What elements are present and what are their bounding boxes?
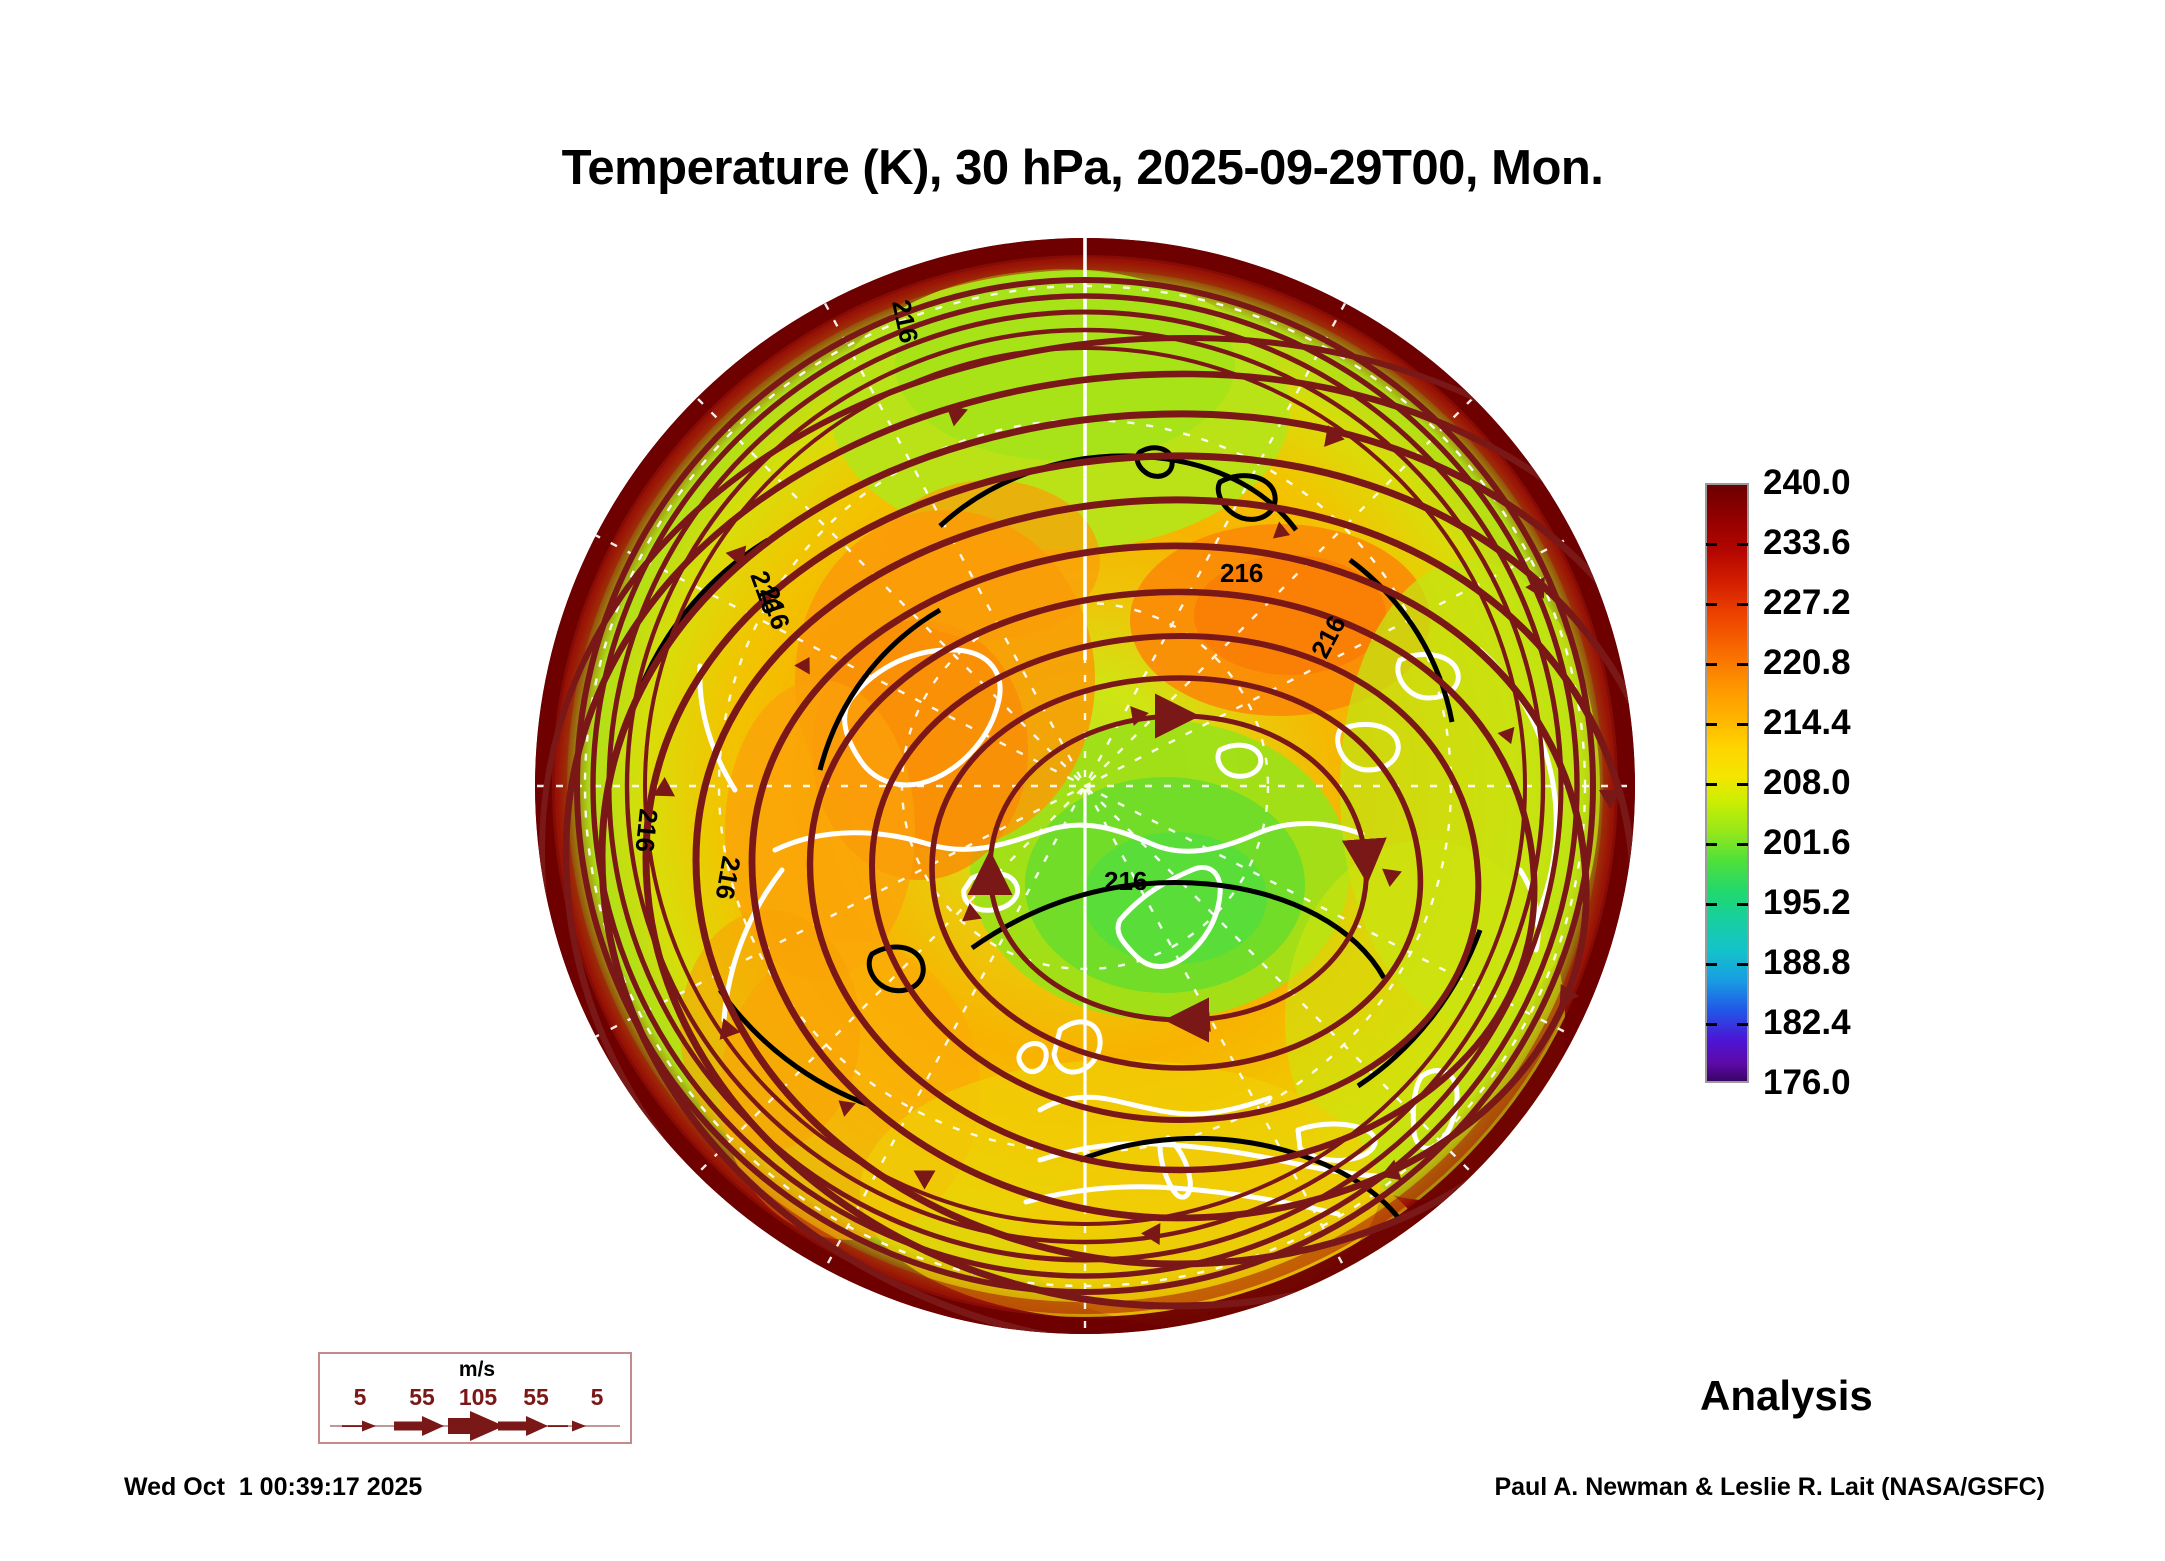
colorbar-tick	[1706, 543, 1717, 546]
contour-value-labels: 216 216 216 216 216 216 216 216	[629, 297, 1351, 902]
colorbar-tick	[1706, 663, 1717, 666]
colorbar-tick	[1706, 963, 1717, 966]
colorbar-tick-label: 220.8	[1763, 643, 1851, 682]
page-title: Temperature (K), 30 hPa, 2025-09-29T00, …	[561, 141, 1604, 195]
generation-timestamp: Wed Oct 1 00:39:17 2025	[124, 1473, 423, 1501]
colorbar-tick	[1706, 783, 1717, 786]
colorbar-tick-label: 188.8	[1763, 943, 1851, 982]
colorbar-tick-label: 214.4	[1763, 703, 1851, 742]
colorbar-tick	[1706, 1023, 1717, 1026]
colorbar-tick	[1737, 723, 1748, 726]
contour-label: 216	[1104, 866, 1147, 896]
colorbar-tick-label: 176.0	[1763, 1063, 1851, 1102]
wind-tick-label: 5	[353, 1384, 367, 1410]
colorbar-tick	[1737, 603, 1748, 606]
colorbar-tick-label: 208.0	[1763, 763, 1851, 802]
colorbar-tick	[1737, 783, 1748, 786]
colorbar: 240.0 233.6 227.2 220.8 214.4 208.0 201.6 195.2…	[1705, 463, 2125, 1102]
colorbar-tick-label: 227.2	[1763, 583, 1851, 622]
wind-tick-label: 105	[458, 1384, 498, 1410]
polar-temperature-map: 216 216 216 216 216 216 216 216	[520, 230, 1650, 1340]
wind-tick-label: 5	[590, 1384, 604, 1410]
contour-label: 216	[710, 854, 747, 902]
contour-label: 216	[1220, 558, 1263, 588]
wind-tick-label: 55	[409, 1384, 435, 1410]
colorbar-tick-label: 182.4	[1763, 1003, 1851, 1042]
wind-arrow-scale	[330, 1411, 620, 1441]
author-credit: Paul A. Newman & Leslie R. Lait (NASA/GS…	[1494, 1473, 2045, 1501]
colorbar-tick-label: 195.2	[1763, 883, 1851, 922]
analysis-label: Analysis	[1700, 1372, 1873, 1419]
streamline-arrowheads	[653, 405, 1621, 1245]
colorbar-tick	[1737, 903, 1748, 906]
colorbar-tick-label: 201.6	[1763, 823, 1851, 862]
colorbar-tick	[1706, 723, 1717, 726]
wind-legend-unit-label: m/s	[458, 1358, 496, 1381]
colorbar-tick	[1737, 1023, 1748, 1026]
contour-label: 216	[629, 807, 663, 853]
colorbar-tick	[1737, 543, 1748, 546]
wind-tick-label: 55	[523, 1384, 549, 1410]
colorbar-tick	[1706, 903, 1717, 906]
colorbar-tick-label: 240.0	[1763, 463, 1851, 502]
colorbar-tick	[1737, 843, 1748, 846]
colorbar-tick	[1706, 843, 1717, 846]
colorbar-tick	[1737, 663, 1748, 666]
colorbar-tick-label: 233.6	[1763, 523, 1851, 562]
colorbar-tick	[1706, 603, 1717, 606]
colorbar-tick	[1737, 963, 1748, 966]
wind-speed-legend: m/s 5 55 105 55 5	[318, 1352, 632, 1444]
